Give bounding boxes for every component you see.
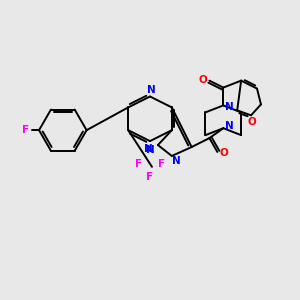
Text: O: O — [198, 75, 207, 85]
Text: F: F — [146, 172, 154, 182]
Text: F: F — [22, 125, 29, 135]
Text: F: F — [158, 159, 166, 169]
Text: O: O — [220, 148, 229, 158]
Text: N: N — [225, 121, 234, 131]
Text: N: N — [225, 102, 234, 112]
Text: O: O — [248, 117, 256, 127]
Text: F: F — [134, 159, 142, 169]
Text: N: N — [144, 144, 152, 154]
Text: N: N — [147, 85, 155, 94]
Text: N: N — [172, 156, 181, 166]
Text: N: N — [146, 145, 154, 155]
